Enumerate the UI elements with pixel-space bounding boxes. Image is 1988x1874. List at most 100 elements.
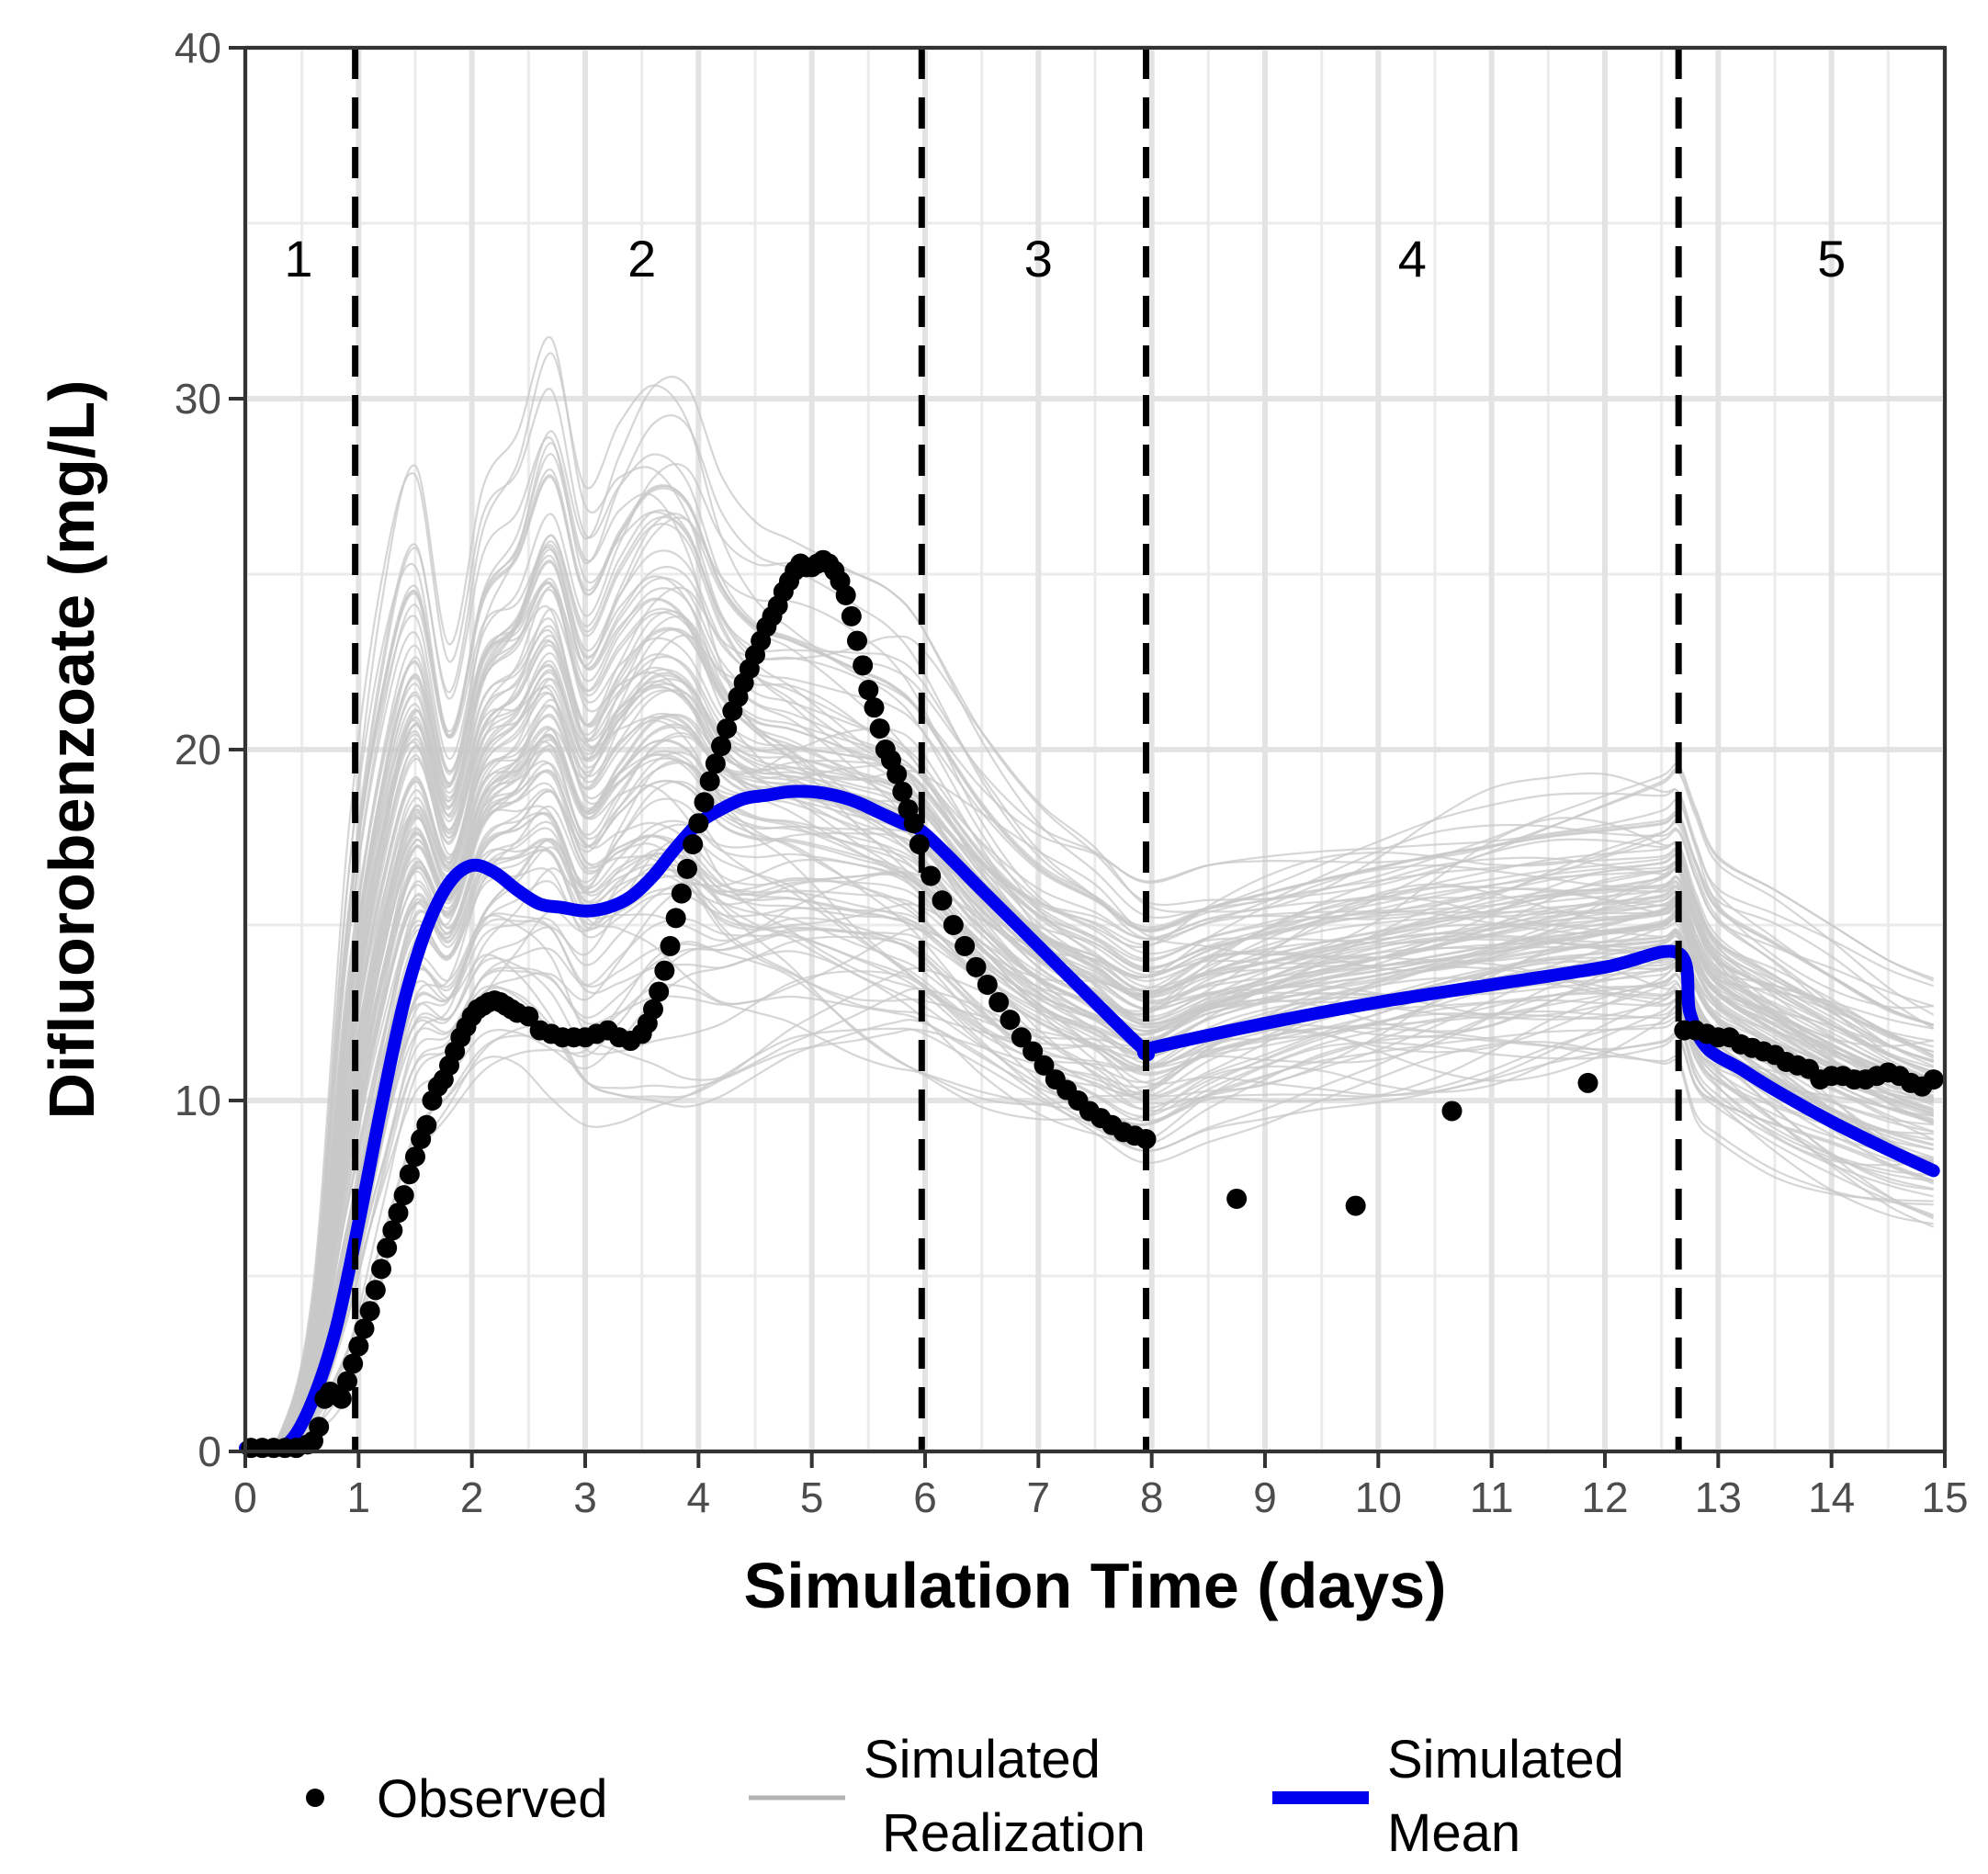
realization-line — [244, 644, 1935, 1453]
observed-point — [1226, 1188, 1248, 1209]
observed-point — [711, 736, 731, 757]
observed-point — [688, 813, 709, 834]
realization-line — [244, 559, 1935, 1454]
realization-line — [244, 704, 1935, 1453]
x-tick-label: 8 — [1140, 1473, 1164, 1521]
y-tick-label: 0 — [198, 1428, 221, 1475]
realization-line — [244, 918, 1934, 1453]
observed-point — [847, 630, 867, 651]
realization-line — [244, 749, 1935, 1454]
observed-point — [943, 915, 964, 935]
observed-point — [1000, 1010, 1021, 1031]
realization-line — [244, 436, 1935, 1454]
observed-point — [887, 763, 908, 785]
observed-point — [705, 753, 726, 774]
observed-point — [388, 1202, 409, 1224]
observed-point — [365, 1280, 386, 1301]
x-tick-label: 12 — [1581, 1473, 1628, 1521]
legend: Observed Simulated Realization Simulated… — [306, 1730, 1624, 1863]
legend-observed-marker — [306, 1789, 324, 1807]
realization-line — [244, 660, 1934, 1453]
observed-point — [1022, 1041, 1044, 1062]
y-tick-label: 20 — [175, 726, 221, 773]
realization-line — [244, 414, 1935, 1453]
observed-point — [643, 999, 663, 1020]
realization-line — [244, 966, 1934, 1453]
realization-line — [244, 376, 1935, 1454]
x-axis-title: Simulation Time (days) — [744, 1550, 1447, 1621]
realization-line — [244, 956, 1935, 1453]
observed-point — [932, 890, 953, 911]
simulated-mean-line — [239, 785, 1940, 1455]
observed-point — [660, 935, 681, 956]
realization-line — [244, 917, 1935, 1453]
observed-point — [694, 792, 715, 813]
legend-realization-label-line1: Simulated — [864, 1730, 1101, 1789]
realization-line — [244, 733, 1934, 1453]
observed-point — [864, 697, 885, 718]
realization-line — [244, 713, 1934, 1453]
realization-line — [244, 941, 1935, 1453]
x-tick-label: 4 — [687, 1473, 711, 1521]
observed-point — [393, 1185, 414, 1206]
realization-line — [244, 509, 1935, 1453]
observed-points — [241, 549, 1944, 1459]
observed-point — [309, 1417, 330, 1438]
observed-point — [518, 1006, 539, 1027]
phase-label: 2 — [627, 230, 656, 288]
observed-point — [988, 992, 1010, 1013]
phase-label: 4 — [1398, 230, 1427, 288]
realization-line — [244, 335, 1934, 1454]
observed-point — [921, 865, 942, 886]
observed-point — [337, 1371, 357, 1392]
y-tick-label: 10 — [175, 1077, 221, 1124]
realization-line — [244, 672, 1935, 1453]
mean-line-layer — [239, 785, 1940, 1455]
x-tick-label: 15 — [1921, 1473, 1968, 1521]
x-tick-label: 14 — [1808, 1473, 1855, 1521]
phase-labels: 1 2 3 4 5 — [284, 230, 1846, 288]
observed-point — [892, 781, 913, 802]
realization-line — [244, 723, 1935, 1453]
realization-line — [244, 740, 1935, 1454]
legend-observed-label: Observed — [377, 1769, 607, 1829]
realization-line — [244, 713, 1935, 1453]
realization-line — [244, 985, 1934, 1453]
observed-point — [954, 935, 976, 956]
observed-point — [405, 1146, 425, 1168]
y-tick-label: 40 — [175, 24, 221, 72]
observed-point — [977, 974, 998, 995]
realization-line — [244, 544, 1935, 1454]
x-tick-label: 6 — [913, 1473, 937, 1521]
realization-line — [244, 797, 1935, 1453]
realization-line — [244, 868, 1935, 1453]
observed-point — [331, 1388, 352, 1409]
legend-realization-label-line2: Realization — [882, 1803, 1146, 1863]
phase-label: 3 — [1024, 230, 1053, 288]
x-tick-label: 1 — [347, 1473, 371, 1521]
observed-point — [683, 834, 704, 855]
realization-line — [244, 734, 1935, 1453]
realization-line — [244, 588, 1935, 1454]
realization-line — [244, 442, 1934, 1453]
observed-point — [1011, 1027, 1032, 1048]
realization-lines — [244, 335, 1935, 1454]
x-tick-label: 7 — [1027, 1473, 1051, 1521]
realization-line — [244, 788, 1934, 1453]
realization-line — [244, 628, 1935, 1453]
observed-point — [649, 981, 670, 1002]
realization-line — [244, 578, 1935, 1453]
realization-line — [244, 914, 1935, 1454]
observed-point — [359, 1301, 380, 1322]
realization-line — [244, 561, 1934, 1453]
x-tick-label: 10 — [1355, 1473, 1402, 1521]
realization-line — [244, 352, 1935, 1454]
x-tick-label: 2 — [460, 1473, 484, 1521]
phase-label: 5 — [1817, 230, 1846, 288]
realization-line — [244, 586, 1934, 1453]
observed-point — [654, 960, 675, 981]
realization-line — [244, 849, 1934, 1453]
observed-point — [354, 1318, 375, 1339]
legend-mean-label-line1: Simulated — [1387, 1730, 1624, 1789]
